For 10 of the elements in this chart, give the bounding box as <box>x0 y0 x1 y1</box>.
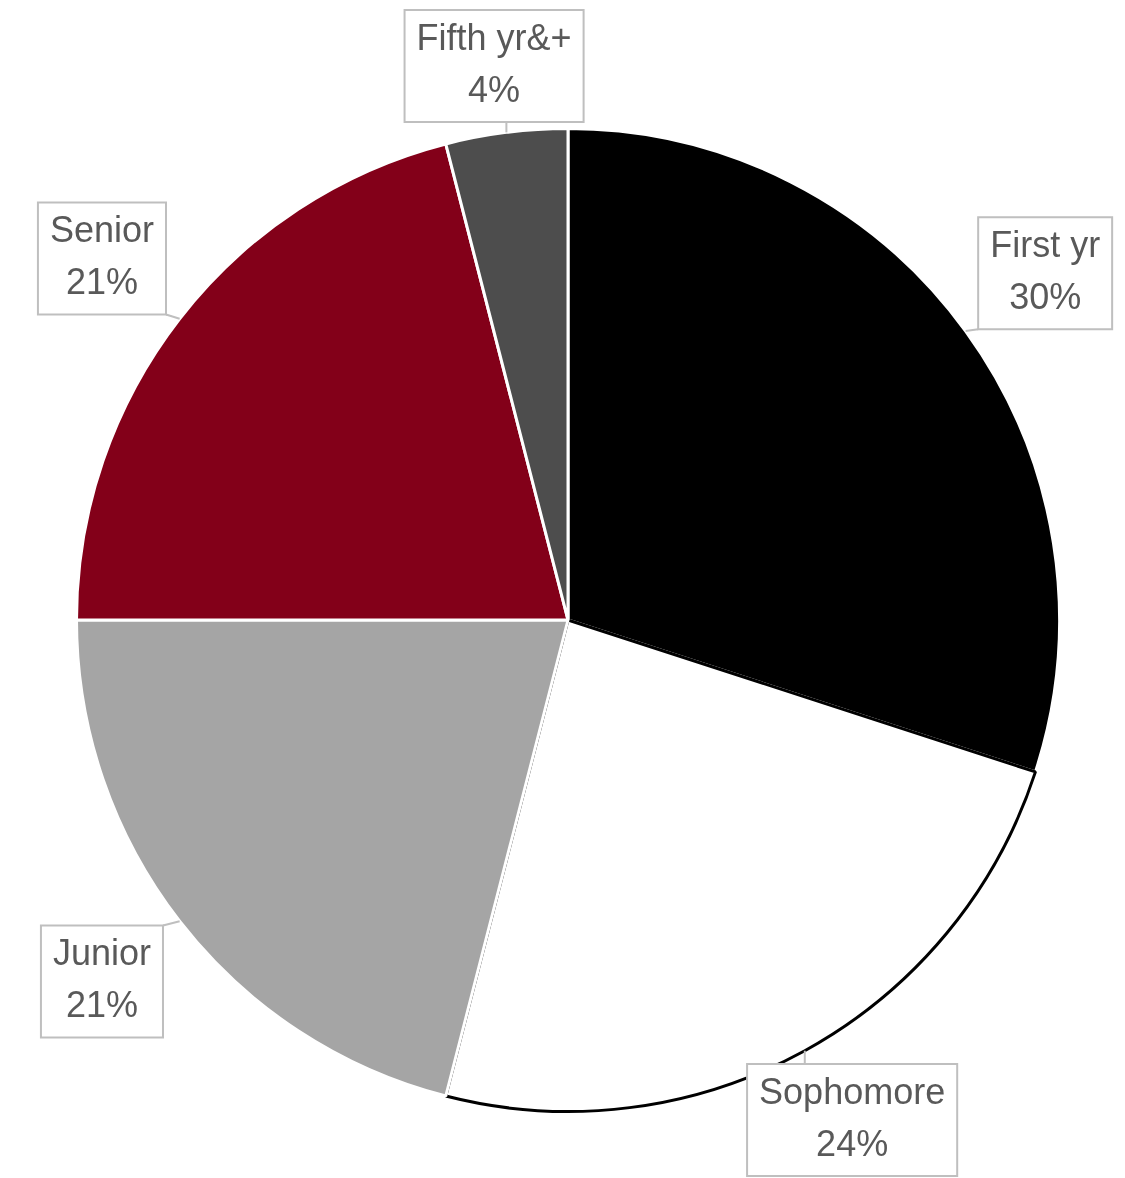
data-label: 30% <box>1009 276 1082 318</box>
data-label: 4% <box>468 68 521 110</box>
slice-label: Sophomore <box>759 1070 946 1112</box>
data-label: 21% <box>65 261 138 303</box>
slice-label: Fifth yr&+ <box>416 16 572 58</box>
slice-label: First yr <box>990 224 1101 266</box>
slice-label: Senior <box>49 209 155 251</box>
data-label: 21% <box>65 984 138 1026</box>
slice-label: Junior <box>52 932 151 974</box>
data-label: 24% <box>816 1122 889 1164</box>
